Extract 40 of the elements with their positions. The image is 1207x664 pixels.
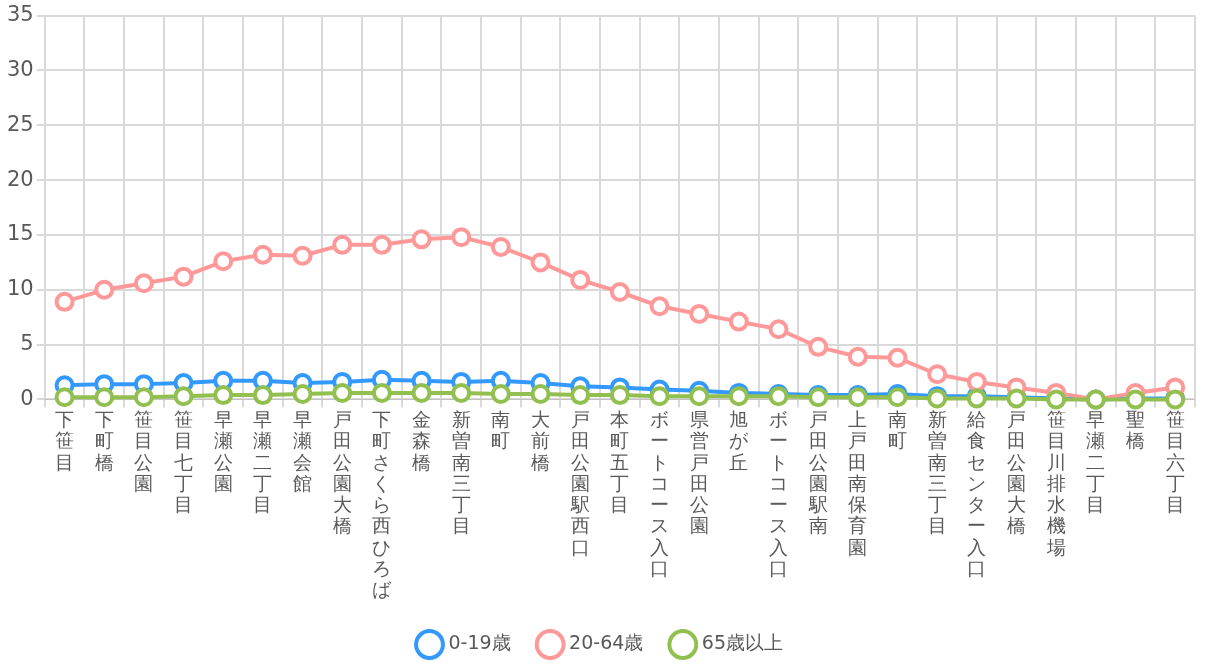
x-tick-label: 戸田公園大橋 — [1007, 408, 1027, 537]
x-tick-label: 新曽南三丁目 — [927, 408, 947, 537]
x-tick-label: 笹目六丁目 — [1165, 408, 1185, 516]
x-tick-label: 早瀬公園 — [213, 408, 233, 494]
x-tick-label: 戸田公園大橋 — [332, 408, 352, 537]
y-tick-label: 30 — [6, 56, 34, 81]
x-tick-label: 早瀬二丁目 — [1086, 408, 1106, 516]
x-tick-label: 笹目七丁目 — [174, 408, 194, 516]
x-tick-label: 県営戸田公園 — [689, 408, 709, 537]
y-tick-label: 25 — [6, 111, 34, 136]
x-tick-label: 給食センター入口 — [966, 408, 987, 580]
x-tick-label: 戸田公園駅南 — [807, 408, 828, 537]
category-label: 下町さくら西ひろば — [372, 408, 392, 601]
x-tick-label: 大前橋 — [531, 408, 551, 473]
x-tick-label: 戸田公園駅西口 — [569, 408, 590, 558]
x-tick-label: 南町 — [888, 408, 908, 452]
legend-label: 20-64歳 — [569, 631, 644, 654]
y-tick-label: 35 — [6, 2, 34, 27]
y-tick-label: 0 — [20, 385, 34, 410]
y-tick-label: 5 — [20, 331, 34, 356]
x-tick-label: 金森橋 — [412, 408, 432, 473]
x-tick-label: 新曽南三丁目 — [451, 408, 471, 537]
x-tick-label: 旭が丘 — [729, 408, 750, 473]
x-tick-label: 早瀬二丁目 — [253, 408, 273, 516]
x-tick-label: 笹目川排水機場 — [1045, 408, 1066, 558]
x-tick-label: 下笹目 — [55, 408, 75, 473]
legend-label: 0-19歳 — [448, 631, 511, 654]
x-tick-label: 本町五丁目 — [610, 408, 630, 516]
x-tick-label: ボートコース入口 — [650, 408, 670, 580]
x-tick-label: 上戸田南保育園 — [848, 408, 868, 558]
y-tick-label: 20 — [6, 166, 34, 191]
x-tick-label: 南町 — [491, 408, 511, 452]
x-tick-label: 笹目公園 — [134, 408, 154, 494]
x-tick-label: 下町橋 — [94, 408, 114, 473]
y-tick-label: 10 — [6, 276, 34, 301]
legend-label: 65歳以上 — [701, 631, 784, 654]
y-tick-label: 15 — [6, 221, 34, 246]
x-tick-label: ボートコース入口 — [769, 408, 789, 580]
x-tick-label: 早瀬会館 — [293, 408, 313, 494]
x-tick-label: 聖橋 — [1126, 408, 1145, 452]
